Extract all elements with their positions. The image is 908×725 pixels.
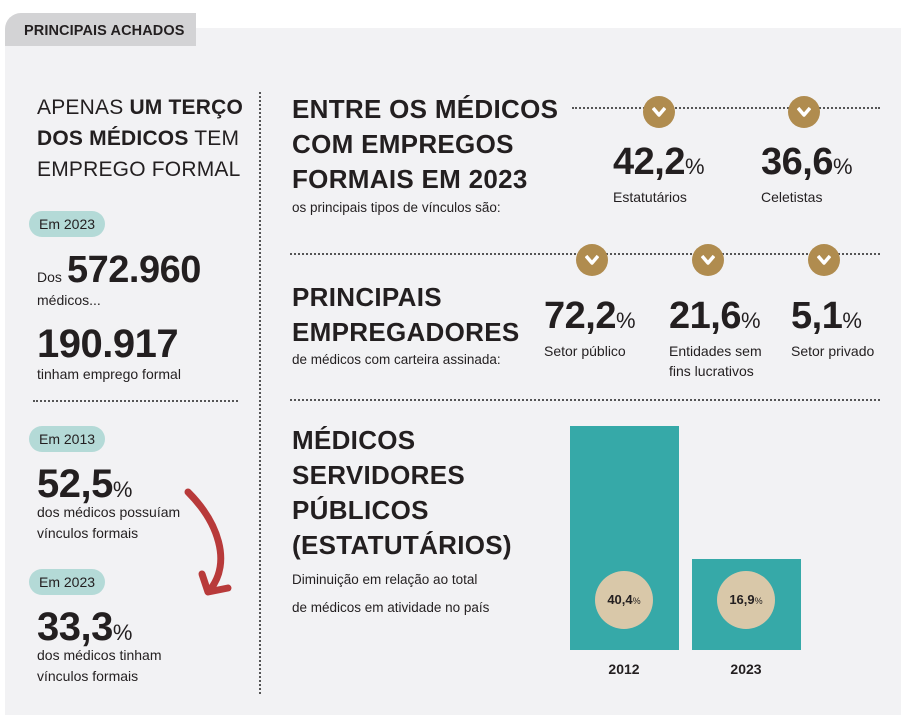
pill-2023-b: Em 2023 bbox=[29, 569, 106, 595]
section1-dotted-line bbox=[572, 107, 880, 109]
bar-2023-label: 2023 bbox=[730, 661, 762, 677]
stat-celetistas: 36,6% Celetistas bbox=[761, 141, 853, 205]
section-tab: PRINCIPAIS ACHADOS bbox=[5, 13, 196, 46]
chevron-down-icon bbox=[788, 96, 820, 128]
chevron-down-icon bbox=[643, 96, 675, 128]
total-doctors-label: médicos... bbox=[37, 292, 101, 308]
decrease-arrow-icon bbox=[184, 488, 232, 596]
stat-setor-publico: 72,2% Setor público bbox=[544, 295, 636, 359]
stat-setor-privado: 5,1% Setor privado bbox=[791, 295, 875, 359]
left-headline: APENAS UM TERÇO DOS MÉDICOS TEM EMPREGO … bbox=[37, 96, 244, 181]
bar-2023-value: 16,9% bbox=[717, 571, 775, 629]
chevron-down-icon bbox=[808, 244, 840, 276]
bar-2012-label: 2012 bbox=[608, 661, 640, 677]
section1-subtitle: os principais tipos de vínculos são: bbox=[292, 200, 501, 215]
stat-2013-label: dos médicos possuíam vínculos formais bbox=[37, 504, 181, 541]
stat-2013: 52,5% bbox=[37, 462, 133, 506]
section-divider-2 bbox=[290, 399, 880, 401]
formal-doctors: 190.917 bbox=[37, 322, 179, 366]
pill-2013: Em 2013 bbox=[29, 426, 106, 452]
tab-label: PRINCIPAIS ACHADOS bbox=[24, 23, 185, 39]
section1-title: ENTRE OS MÉDICOS COM EMPREGOS FORMAIS EM… bbox=[292, 94, 559, 194]
chevron-down-icon bbox=[692, 244, 724, 276]
section3-subtitle: Diminuição em relação ao total de médico… bbox=[292, 572, 490, 615]
stat-2023-label: dos médicos tinham vínculos formais bbox=[37, 647, 162, 684]
left-divider bbox=[33, 400, 238, 402]
section2-title: PRINCIPAIS EMPREGADORES bbox=[292, 282, 520, 347]
section2-subtitle: de médicos com carteira assinada: bbox=[292, 352, 501, 367]
section3-title: MÉDICOS SERVIDORES PÚBLICOS (ESTATUTÁRIO… bbox=[292, 425, 512, 560]
column-divider bbox=[259, 92, 261, 694]
stat-estatutarios: 42,2% Estatutários bbox=[613, 141, 705, 205]
pill-2023-a: Em 2023 bbox=[29, 211, 106, 237]
stat-entidades: 21,6% Entidades sem fins lucrativos bbox=[669, 295, 762, 379]
total-doctors: Dos 572.960 bbox=[37, 249, 201, 291]
chevron-down-icon bbox=[576, 244, 608, 276]
formal-doctors-label: tinham emprego formal bbox=[37, 366, 181, 382]
bar-2012-value: 40,4% bbox=[595, 571, 653, 629]
stat-2023: 33,3% bbox=[37, 605, 133, 649]
